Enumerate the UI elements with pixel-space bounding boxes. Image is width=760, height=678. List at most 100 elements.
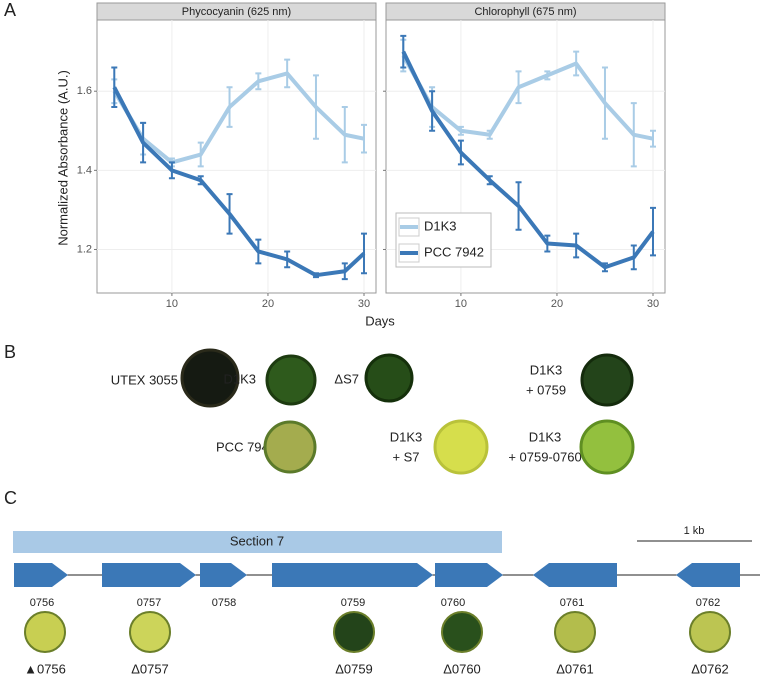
facet-title: Chlorophyll (675 nm) [474, 6, 576, 18]
error-bar [400, 34, 407, 69]
error-bar [486, 129, 493, 140]
mutant-label: Δ0759 [335, 661, 373, 676]
colony [433, 419, 489, 475]
mutant-label: ▲0756 [24, 661, 66, 676]
strain-label: PCC 7942 [216, 439, 276, 454]
x-tick-label: 20 [262, 298, 274, 310]
panel-letter: C [4, 488, 17, 508]
gene-label: 0756 [30, 597, 54, 609]
gene-arrow [272, 563, 433, 587]
series-line [401, 54, 654, 141]
gene-label: 0760 [441, 597, 465, 609]
mutant-label: Δ0761 [556, 661, 594, 676]
error-bar [360, 123, 367, 154]
x-axis-label: Days [365, 313, 395, 328]
strain-label: + S7 [392, 449, 419, 464]
y-tick-label: 1.4 [77, 164, 92, 176]
colony [580, 353, 634, 407]
error-bar [573, 232, 580, 259]
error-bar [630, 102, 637, 168]
colony [579, 419, 635, 475]
series-line [401, 50, 655, 270]
error-bar [226, 193, 233, 235]
gene-arrow [676, 563, 740, 587]
error-bar [573, 50, 580, 77]
error-bar [457, 125, 464, 136]
strain-label: + 0759-0760 [508, 449, 581, 464]
colony [129, 611, 171, 653]
error-bar [429, 90, 436, 132]
gene-label: 0759 [341, 597, 365, 609]
colony [263, 420, 317, 474]
colony [180, 348, 240, 408]
y-tick-label: 1.2 [77, 243, 92, 255]
series-line [112, 86, 366, 278]
section-label: Section 7 [230, 533, 284, 548]
error-bar [197, 175, 204, 186]
x-tick-label: 10 [455, 298, 467, 310]
legend-label: PCC 7942 [424, 244, 484, 259]
error-bar [341, 262, 348, 281]
gene-arrow [14, 563, 68, 587]
colony [554, 611, 596, 653]
colony [265, 354, 317, 406]
x-tick-label: 30 [358, 298, 370, 310]
error-bar [515, 181, 522, 231]
panel-letter: B [4, 342, 16, 362]
gene-label: 0761 [560, 597, 584, 609]
error-bar [630, 244, 637, 271]
y-tick-label: 1.6 [77, 85, 92, 97]
error-bar [312, 272, 319, 279]
panel-letter: A [4, 0, 16, 20]
error-bar [515, 70, 522, 105]
error-bar [255, 238, 262, 265]
x-tick-label: 20 [551, 298, 563, 310]
error-bar [255, 72, 262, 91]
series-line [112, 71, 365, 165]
strain-label: UTEX 3055 [111, 372, 178, 387]
error-bar [649, 206, 656, 257]
error-bar [457, 139, 464, 166]
gene-arrow [102, 563, 196, 587]
error-bar [168, 161, 175, 180]
error-bar [284, 58, 291, 89]
x-tick-label: 30 [647, 298, 659, 310]
strain-label: + 0759 [526, 382, 566, 397]
error-bar [544, 234, 551, 253]
section-bar [13, 531, 502, 553]
gene-label: 0758 [212, 597, 236, 609]
error-bar [544, 70, 551, 81]
error-bar [312, 74, 319, 140]
error-bar [486, 175, 493, 186]
y-axis-label: Normalized Absorbance (A.U.) [55, 70, 70, 246]
error-bar [284, 250, 291, 269]
gene-arrow [533, 563, 617, 587]
facet-title: Phycocyanin (625 nm) [182, 6, 291, 18]
strain-label: D1K3 [390, 429, 423, 444]
colony [689, 611, 731, 653]
strain-label: D1K3 [530, 362, 563, 377]
colony [441, 611, 483, 653]
error-bar [601, 66, 608, 140]
colony [364, 353, 414, 403]
error-bar [226, 86, 233, 128]
error-bar [197, 141, 204, 168]
colony [24, 611, 66, 653]
gene-arrow [435, 563, 503, 587]
colony [333, 611, 375, 653]
error-bar [111, 66, 118, 109]
strain-label: ΔS7 [334, 371, 359, 386]
gene-label: 0757 [137, 597, 161, 609]
strain-label: D1K3 [223, 371, 256, 386]
mutant-label: Δ0760 [443, 661, 481, 676]
strain-label: D1K3 [529, 429, 562, 444]
error-bar [601, 262, 608, 273]
error-bar [341, 106, 348, 164]
gene-label: 0762 [696, 597, 720, 609]
error-bar [649, 129, 656, 148]
legend-label: D1K3 [424, 218, 457, 233]
scale-label: 1 kb [684, 525, 705, 537]
mutant-label: Δ0762 [691, 661, 729, 676]
mutant-label: Δ0757 [131, 661, 169, 676]
